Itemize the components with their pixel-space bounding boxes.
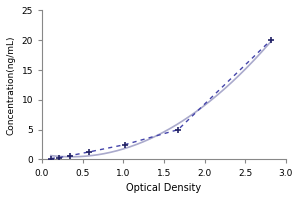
Y-axis label: Concentration(ng/mL): Concentration(ng/mL) <box>7 35 16 135</box>
X-axis label: Optical Density: Optical Density <box>126 183 202 193</box>
